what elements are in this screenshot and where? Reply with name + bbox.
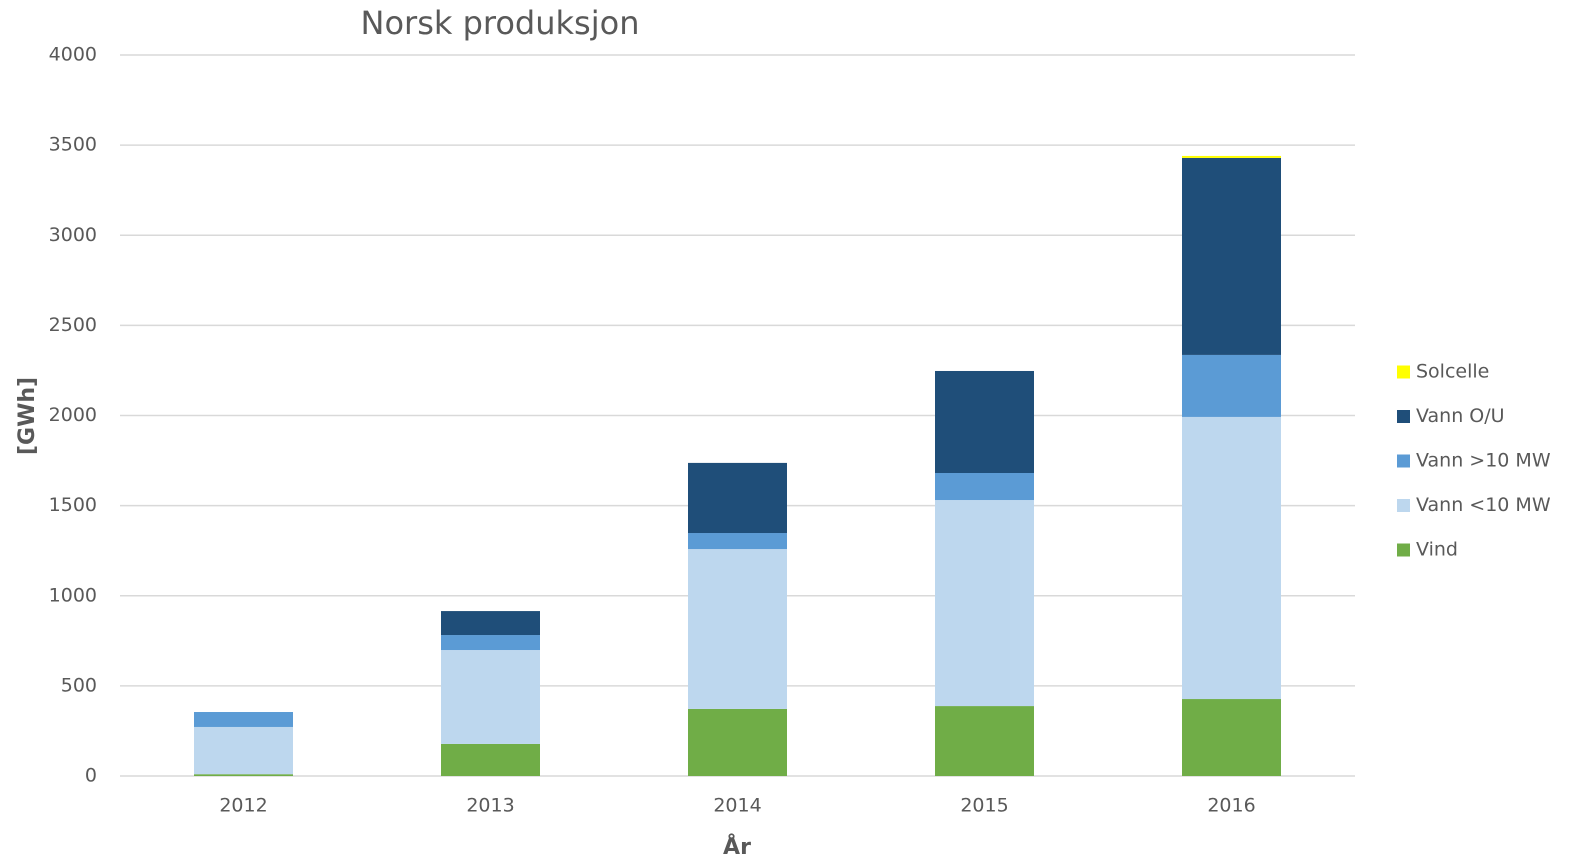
bar-segment [935,472,1034,501]
legend-swatch [1397,365,1410,379]
bar-segment [194,712,293,727]
bar-segment [935,500,1034,707]
legend-label: Solcelle [1416,361,1489,383]
y-tick-label: 500 [61,674,97,696]
bar-segment [194,774,293,776]
bar-segment [441,743,540,776]
legend-label: Vann <10 MW [1416,494,1551,516]
legend-label: Vann O/U [1416,405,1505,427]
legend-label: Vann >10 MW [1416,450,1551,472]
chart-title: Norsk produksjon [361,4,640,42]
bar-segment [688,533,787,550]
bar-segment [1182,157,1281,355]
bar-segment [441,650,540,744]
bar-segment [935,706,1034,776]
x-tick-label: 2013 [466,795,514,817]
bar-segment [1182,699,1281,776]
y-tick-label: 1000 [49,584,97,606]
y-tick-label: 0 [85,765,97,787]
bar-segment [194,726,293,775]
x-tick-label: 2012 [219,795,267,817]
y-tick-label: 3500 [49,134,97,156]
bar-segment [1182,155,1281,158]
bar-segment [935,370,1034,473]
y-tick-label: 2000 [49,404,97,426]
bar-segment [688,462,787,534]
y-tick-label: 1500 [49,494,97,516]
x-tick-label: 2014 [713,795,761,817]
x-tick-label: 2016 [1207,795,1255,817]
legend-label: Vind [1416,539,1458,561]
bar-segment [688,708,787,776]
legend-swatch [1397,543,1410,557]
legend-swatch [1397,499,1410,512]
y-axis-label: [GWh] [15,377,40,455]
bar-segment [1182,416,1281,700]
bar-segment [688,549,787,709]
y-tick-label: 2500 [49,314,97,336]
legend-swatch [1397,454,1410,468]
legend-swatch [1397,410,1410,423]
x-axis-label: År [723,834,751,860]
bar-segment [1182,354,1281,417]
y-tick-label: 4000 [49,44,97,66]
bar-segment [441,635,540,651]
bar-segment [441,611,540,636]
y-tick-label: 3000 [49,224,97,246]
x-tick-label: 2015 [960,795,1008,817]
